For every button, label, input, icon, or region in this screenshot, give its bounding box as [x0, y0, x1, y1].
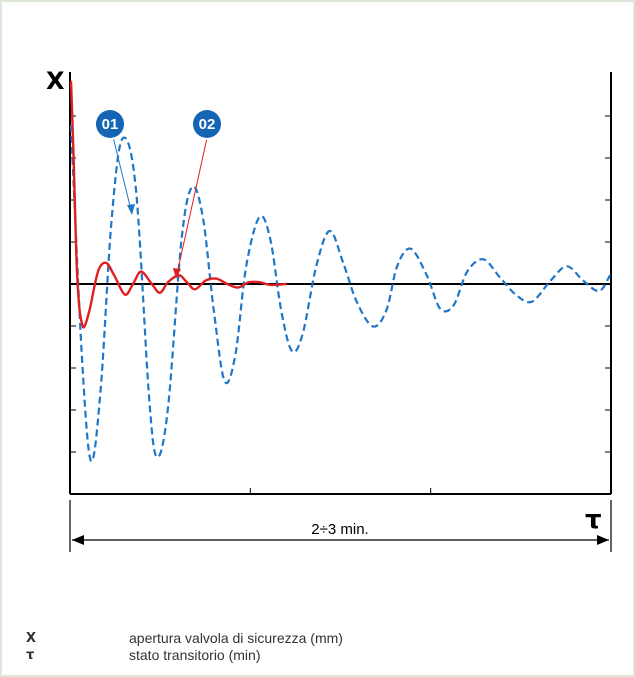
legend: X apertura valvola di sicurezza (mm) τ s… [26, 630, 343, 664]
legend-description: apertura valvola di sicurezza (mm) [129, 630, 343, 646]
span-arrow-left [72, 535, 84, 545]
legend-row-tau: τ stato transitorio (min) [26, 647, 343, 664]
series-layer [69, 80, 611, 463]
badge-01-label: 01 [102, 116, 119, 133]
legend-symbol: X [26, 631, 37, 646]
badge-01-circle [96, 110, 124, 138]
callout-02-leader [176, 137, 208, 275]
series-01-line [69, 124, 611, 463]
x-axis-label: τ [585, 505, 602, 535]
callout-02-arrow [173, 268, 181, 279]
span-arrow-right [597, 535, 609, 545]
axis-ticks [70, 115, 611, 494]
callout-01-arrow [127, 204, 135, 215]
span-label: 2÷3 min. [311, 521, 368, 538]
legend-row-x: X apertura valvola di sicurezza (mm) [26, 630, 343, 647]
badge-01: 01 [94, 108, 126, 140]
callout-01-leader [112, 136, 132, 211]
badge-02-label: 02 [199, 116, 216, 133]
badge-02-circle [193, 110, 221, 138]
series-02-line [69, 80, 287, 329]
y-axis-label: X [46, 67, 65, 95]
legend-description: stato transitorio (min) [129, 647, 261, 663]
legend-symbol: τ [26, 648, 35, 663]
badge-02: 02 [191, 108, 223, 140]
